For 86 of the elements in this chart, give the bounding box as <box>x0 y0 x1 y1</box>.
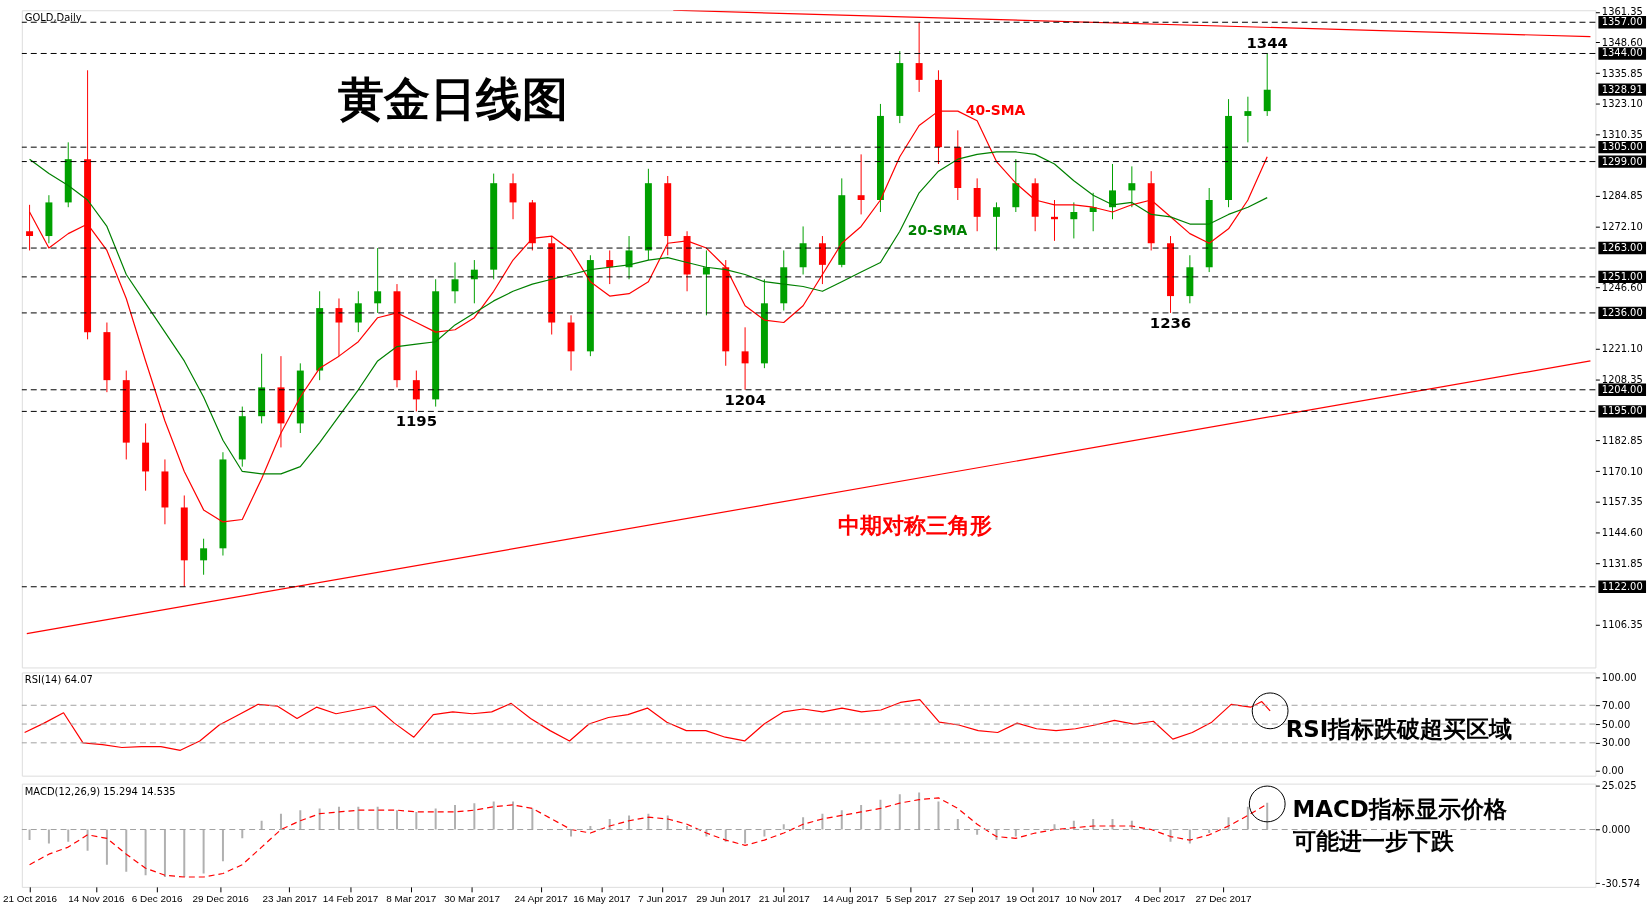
y-tick-label: 1361.35 <box>1601 6 1643 18</box>
candlestick <box>1244 96 1252 143</box>
annotation: MACD指标显示价格 <box>1292 796 1507 823</box>
y-tick-label: 25.025 <box>1601 779 1637 791</box>
y-tick-label: 30.00 <box>1601 737 1631 749</box>
x-tick-label: 5 Sep 2017 <box>885 893 938 905</box>
ref-line-label: 1305.00 <box>1601 141 1643 153</box>
x-tick-label: 27 Dec 2017 <box>1195 893 1253 905</box>
annotation: 1236 <box>1149 313 1192 332</box>
x-tick-label: 4 Dec 2017 <box>1134 893 1186 905</box>
ref-line-label: 1263.00 <box>1601 242 1643 254</box>
x-tick-label: 23 Jan 2017 <box>262 893 318 905</box>
y-tick-label: 1284.85 <box>1601 190 1643 202</box>
ref-line-label: 1251.00 <box>1601 270 1643 282</box>
candlestick <box>1109 163 1116 220</box>
y-tick-label: 1348.60 <box>1601 36 1643 48</box>
ref-line-label: 1195.00 <box>1601 405 1643 417</box>
x-tick-label: 29 Jun 2017 <box>696 893 752 905</box>
y-tick-label: 1221.10 <box>1601 343 1643 355</box>
candlestick <box>915 21 923 93</box>
candlestick <box>200 538 208 576</box>
ref-line-label: 1357.00 <box>1601 16 1643 28</box>
candlestick <box>374 247 382 314</box>
y-tick-label: 1272.10 <box>1601 220 1643 232</box>
annotation: 1195 <box>395 412 438 431</box>
y-tick-label: 100.00 <box>1601 671 1637 683</box>
candlestick <box>1128 165 1136 208</box>
x-tick-label: 7 Jun 2017 <box>638 893 688 905</box>
line-series <box>28 151 1268 475</box>
candlestick <box>818 235 826 285</box>
y-tick-label: -30.574 <box>1601 877 1641 889</box>
y-tick-label: 1323.10 <box>1601 98 1643 110</box>
candlestick <box>1263 52 1271 117</box>
x-tick-label: 21 Jul 2017 <box>758 893 811 905</box>
x-tick-label: 30 Mar 2017 <box>444 893 501 905</box>
candlestick <box>741 326 749 391</box>
x-tick-label: 21 Oct 2016 <box>3 893 58 905</box>
x-tick-label: 10 Nov 2017 <box>1065 893 1123 905</box>
x-tick-label: 24 Apr 2017 <box>514 893 569 905</box>
annotation: 1344 <box>1246 33 1288 52</box>
x-tick-label: 29 Dec 2016 <box>192 893 250 905</box>
y-tick-label: 1144.60 <box>1601 526 1643 538</box>
ref-line-label: 1122.00 <box>1601 580 1643 592</box>
candlestick <box>993 201 1000 251</box>
candlestick <box>857 153 865 215</box>
y-tick-label: 1335.85 <box>1601 67 1643 79</box>
x-tick-label: 14 Aug 2017 <box>822 893 879 905</box>
y-tick-label: 0.000 <box>1601 824 1631 835</box>
candlestick <box>412 370 420 412</box>
annotation: 中期对称三角形 <box>838 513 993 539</box>
x-tick-label: 14 Nov 2016 <box>68 893 125 905</box>
ref-line-label: 1236.00 <box>1601 306 1643 318</box>
text: 黄金日线图 <box>337 73 568 127</box>
candlestick <box>1070 201 1078 239</box>
series-label: 20-SMA <box>907 222 968 239</box>
chart-title: RSI(14) 64.07 <box>24 674 93 686</box>
annotation: RSI指标跌破超买区域 <box>1285 715 1513 742</box>
y-tick-label: 1208.35 <box>1601 373 1643 385</box>
y-tick-label: 1246.60 <box>1601 281 1643 293</box>
chart-subtitle: GOLD,Daily <box>24 12 82 24</box>
text: 1328.91 <box>1601 83 1643 95</box>
y-tick-label: 1182.85 <box>1601 435 1643 447</box>
x-tick-label: 6 Dec 2016 <box>131 893 183 905</box>
x-tick-label: 27 Sep 2017 <box>944 893 1001 905</box>
y-tick-label: 1131.85 <box>1601 557 1643 569</box>
y-tick-label: 1310.35 <box>1601 128 1643 140</box>
ref-line-label: 1299.00 <box>1601 155 1643 167</box>
ref-line-label: 1204.00 <box>1601 383 1643 395</box>
x-tick-label: 8 Mar 2017 <box>386 893 437 905</box>
candlestick <box>625 235 633 280</box>
annotation: 1204 <box>724 390 766 409</box>
x-tick-label: 19 Oct 2017 <box>1005 893 1061 905</box>
y-tick-label: 1157.35 <box>1601 496 1643 508</box>
ref-line-label: 1344.00 <box>1601 47 1643 59</box>
annotation: 可能进一步下跌 <box>1291 828 1455 855</box>
y-tick-label: 0.00 <box>1601 765 1624 777</box>
x-tick-label: 14 Feb 2017 <box>322 893 379 905</box>
series-label: 40-SMA <box>965 102 1026 119</box>
x-tick-label: 16 May 2017 <box>573 893 632 905</box>
candlestick <box>354 290 362 333</box>
chart-title: MACD(12,26,9) 15.294 14.535 <box>24 785 176 797</box>
y-tick-label: 1106.35 <box>1601 618 1643 630</box>
y-tick-label: 50.00 <box>1601 718 1631 730</box>
candlestick <box>606 249 614 285</box>
y-tick-label: 1170.10 <box>1601 465 1643 477</box>
y-tick-label: 70.00 <box>1601 699 1631 711</box>
